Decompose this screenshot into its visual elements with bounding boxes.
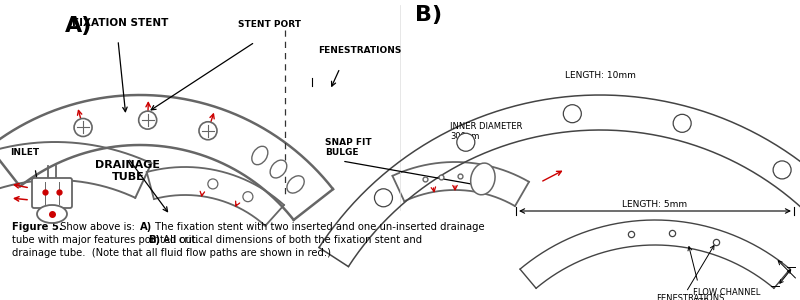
Circle shape xyxy=(457,133,475,151)
Circle shape xyxy=(673,114,691,132)
Ellipse shape xyxy=(287,176,304,193)
Text: FIXATION STENT: FIXATION STENT xyxy=(72,18,168,28)
Ellipse shape xyxy=(252,146,268,165)
Circle shape xyxy=(563,105,582,123)
Circle shape xyxy=(773,161,791,179)
Circle shape xyxy=(243,192,253,202)
Text: Show above is:: Show above is: xyxy=(57,222,138,232)
Text: STENT PORT: STENT PORT xyxy=(238,20,301,29)
Text: drainage tube.  (Note that all fluid flow paths are shown in red.): drainage tube. (Note that all fluid flow… xyxy=(12,248,331,258)
Text: LENGTH: 5mm: LENGTH: 5mm xyxy=(622,200,687,209)
Circle shape xyxy=(374,189,393,207)
Text: B): B) xyxy=(148,235,160,245)
Text: INLET: INLET xyxy=(10,148,39,157)
Text: B): B) xyxy=(415,5,442,25)
Text: DRAINAGE
TUBE: DRAINAGE TUBE xyxy=(95,160,161,182)
Text: Figure 5.: Figure 5. xyxy=(12,222,62,232)
Text: A): A) xyxy=(65,16,92,36)
Circle shape xyxy=(74,118,92,136)
Text: The fixation stent with two inserted and one un-inserted drainage: The fixation stent with two inserted and… xyxy=(152,222,485,232)
Text: LENGTH: 10mm: LENGTH: 10mm xyxy=(565,71,635,80)
Text: SNAP FIT
BULGE: SNAP FIT BULGE xyxy=(325,138,372,158)
Text: All critical dimensions of both the fixation stent and: All critical dimensions of both the fixa… xyxy=(160,235,422,245)
Ellipse shape xyxy=(37,205,67,223)
Text: FLOW CHANNEL
175μm: FLOW CHANNEL 175μm xyxy=(693,288,760,300)
Circle shape xyxy=(199,122,217,140)
Text: FENESTRATIONS: FENESTRATIONS xyxy=(318,46,402,55)
Ellipse shape xyxy=(270,160,286,178)
Circle shape xyxy=(208,179,218,189)
Text: tube with major features pointed out.: tube with major features pointed out. xyxy=(12,235,206,245)
FancyBboxPatch shape xyxy=(32,178,72,208)
Text: INNER DIAMETER
300μm: INNER DIAMETER 300μm xyxy=(450,122,522,141)
Circle shape xyxy=(138,111,157,129)
Ellipse shape xyxy=(470,163,495,195)
Text: FENESTRATIONS
DIAM. 100μm  (x16): FENESTRATIONS DIAM. 100μm (x16) xyxy=(656,294,740,300)
Text: A): A) xyxy=(140,222,152,232)
